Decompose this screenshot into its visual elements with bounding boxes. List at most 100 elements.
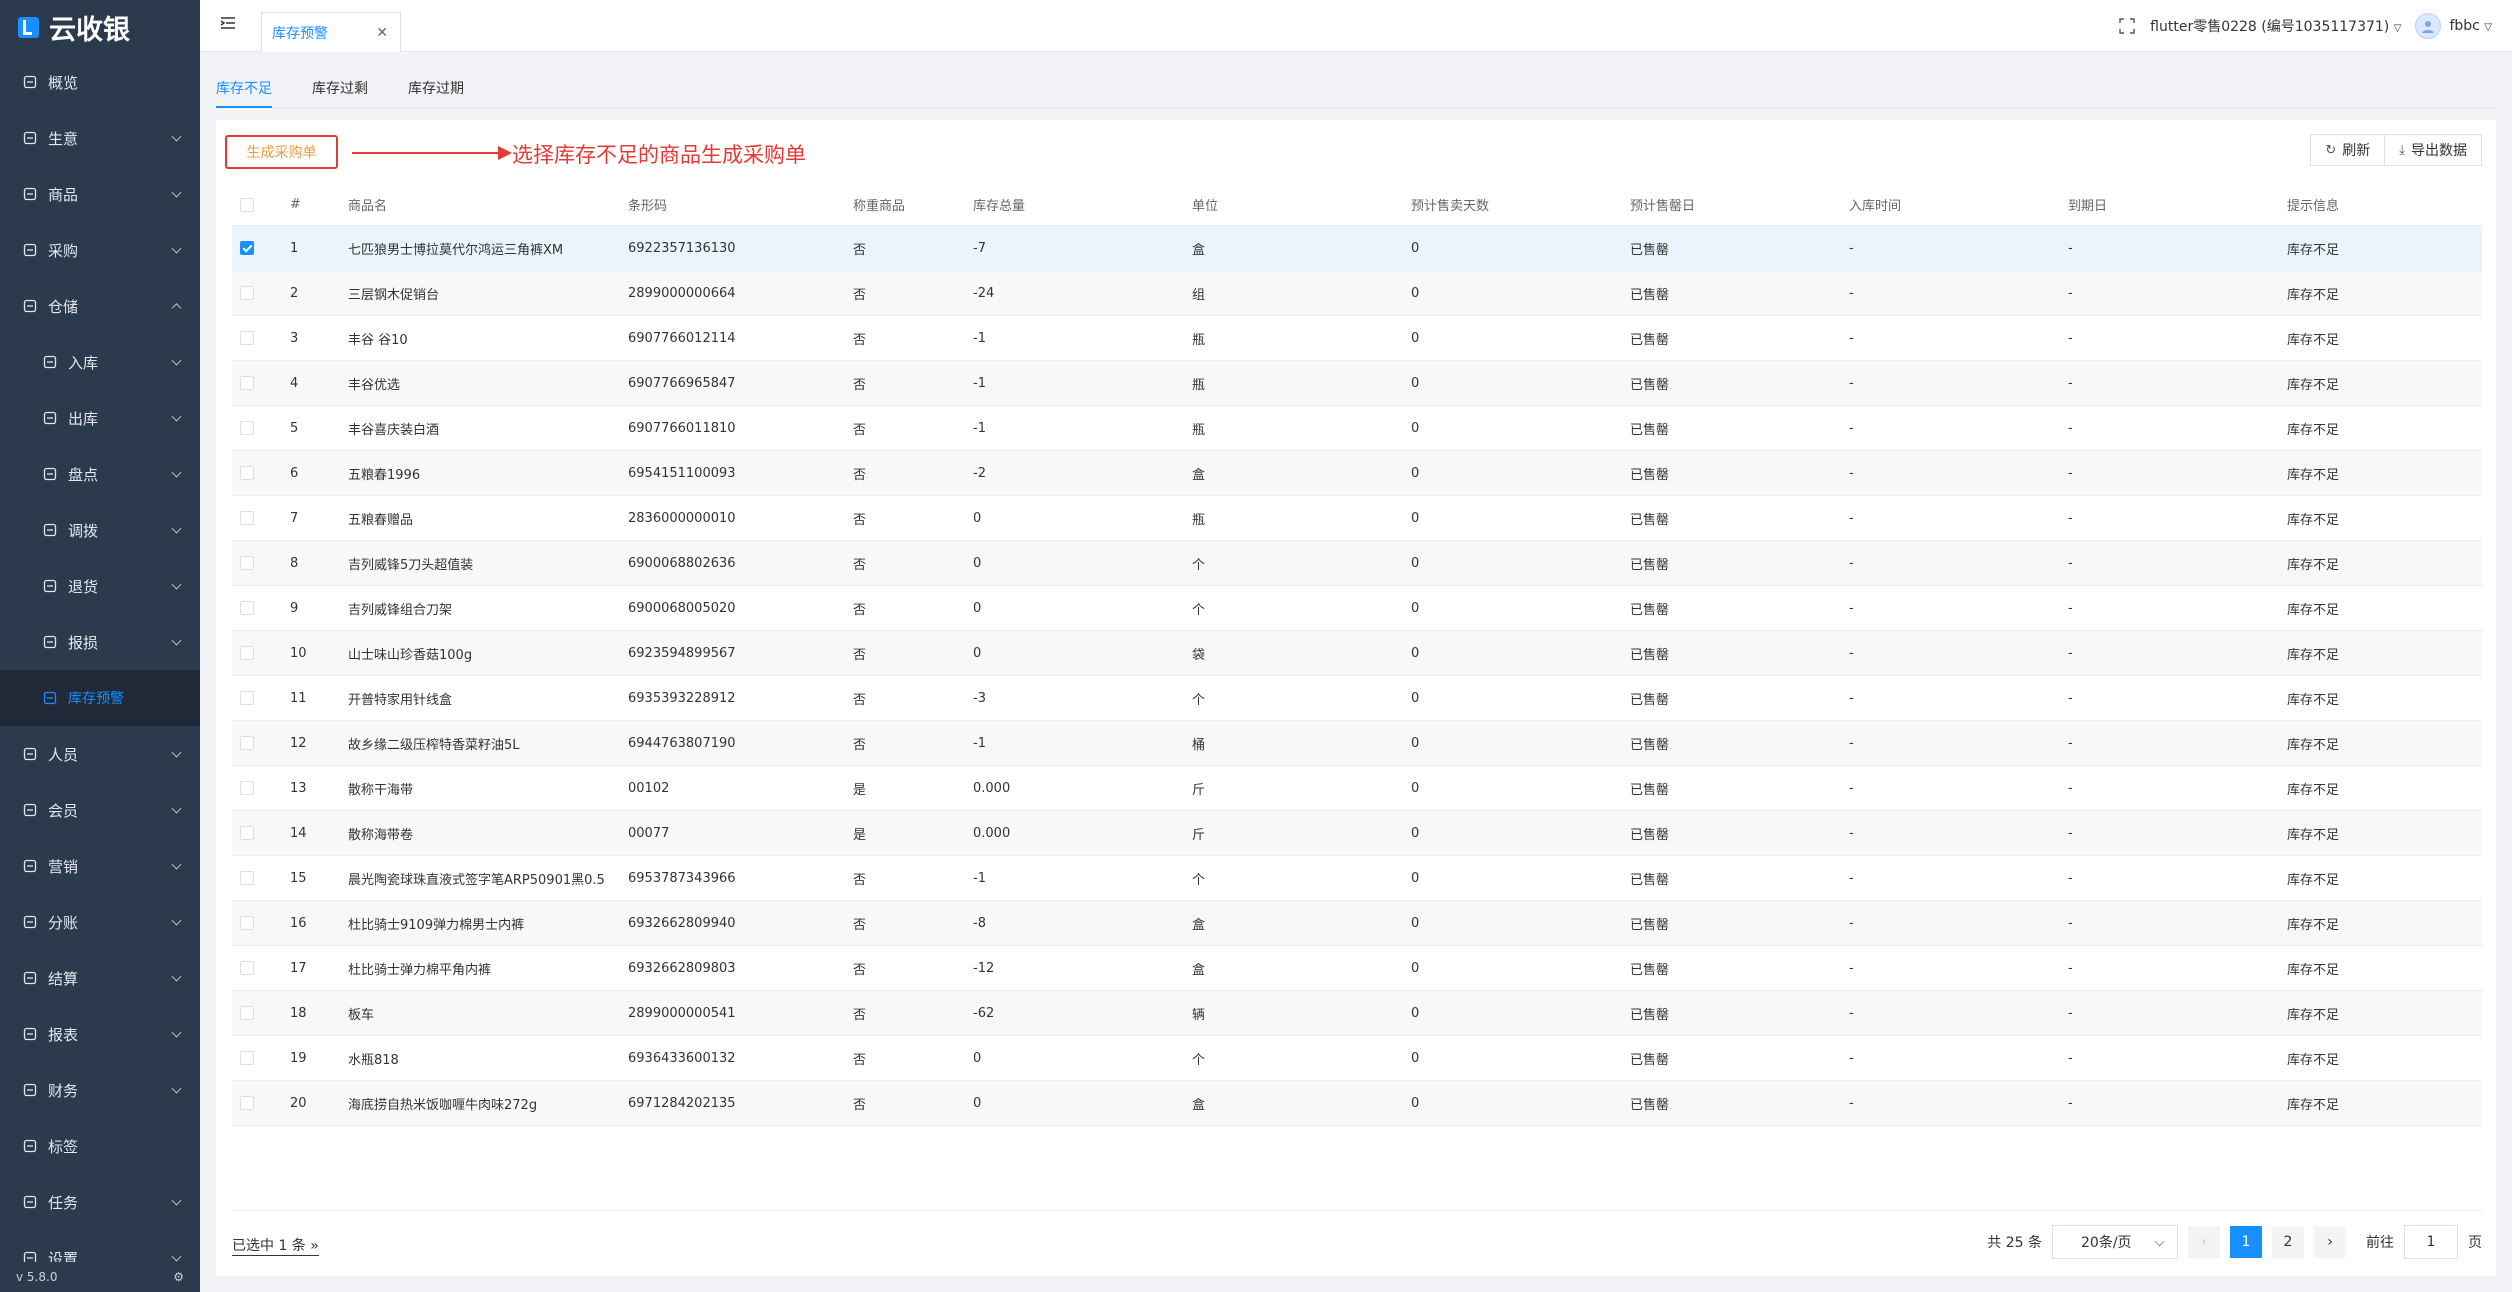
row-checkbox[interactable] (240, 916, 254, 930)
cell-weighed: 否 (853, 332, 867, 348)
table-row[interactable]: 20 海底捞自热米饭咖喱牛肉味272g 6971284202135 否 0 盒 0 已售罄 - -… (232, 1081, 2482, 1126)
selected-count[interactable]: 已选中 1 条 » (232, 1235, 319, 1256)
tab-expired[interactable]: 库存过期 (408, 81, 464, 97)
sidebar-item-20[interactable]: 任务 (0, 1174, 200, 1230)
sidebar-item-6[interactable]: 出库 (0, 390, 200, 446)
goto-label: 前往 (2366, 1235, 2394, 1251)
page-1-button[interactable]: 1 (2230, 1226, 2262, 1258)
sidebar-item-11[interactable]: 库存预警 (0, 670, 200, 726)
sidebar-item-9[interactable]: 退货 (0, 558, 200, 614)
table-row[interactable]: 6 五粮春1996 6954151100093 否 -2 盒 0 已售罄 - - 库存不足 (232, 451, 2482, 496)
row-checkbox[interactable] (240, 331, 254, 345)
sidebar-item-5[interactable]: 入库 (0, 334, 200, 390)
table-row[interactable]: 12 故乡缘二级压榨特香菜籽油5L 6944763807190 否 -1 桶 0 已售罄 - - 库… (232, 721, 2482, 766)
page-tab-label: 库存预警 (272, 26, 328, 42)
table-row[interactable]: 3 丰谷 谷10 6907766012114 否 -1 瓶 0 已售罄 - - 库存不足 (232, 316, 2482, 361)
table-row[interactable]: 9 吉列威锋组合刀架 6900068005020 否 0 个 0 已售罄 - - 库存不足 (232, 586, 2482, 631)
next-page-button[interactable]: › (2314, 1226, 2346, 1258)
page-2-button[interactable]: 2 (2272, 1226, 2304, 1258)
sidebar-item-8[interactable]: 调拨 (0, 502, 200, 558)
sidebar-item-13[interactable]: 会员 (0, 782, 200, 838)
cell-soldout: 已售罄 (1630, 827, 1670, 843)
sidebar-item-19[interactable]: 标签 (0, 1118, 200, 1174)
row-checkbox[interactable] (240, 466, 254, 480)
sidebar-item-15[interactable]: 分账 (0, 894, 200, 950)
sidebar-item-7[interactable]: 盘点 (0, 446, 200, 502)
table-row[interactable]: 2 三层钢木促销台 2899000000664 否 -24 组 0 已售罄 - - 库存不足 (232, 271, 2482, 316)
tab-understock[interactable]: 库存不足 (216, 64, 272, 108)
store-selector[interactable]: flutter零售0228 (编号1035117371) ▽ (2150, 16, 2401, 36)
sidebar-item-label: 调拨 (68, 521, 99, 540)
table-row[interactable]: 11 开普特家用针线盒 6935393228912 否 -3 个 0 已售罄 - - 库存不足 (232, 676, 2482, 721)
sidebar-item-10[interactable]: 报损 (0, 614, 200, 670)
sidebar-item-4[interactable]: 仓储 (0, 278, 200, 334)
row-checkbox[interactable] (240, 421, 254, 435)
table-row[interactable]: 17 杜比骑士弹力棉平角内裤 6932662809803 否 -12 盒 0 已售罄 - - 库存不… (232, 946, 2482, 991)
row-checkbox[interactable] (240, 511, 254, 525)
sidebar-item-18[interactable]: 财务 (0, 1062, 200, 1118)
app-logo[interactable]: 云收银 (0, 0, 200, 54)
row-checkbox[interactable] (240, 781, 254, 795)
cell-barcode: 6932662809803 (628, 960, 736, 976)
table-row[interactable]: 7 五粮春赠品 2836000000010 否 0 瓶 0 已售罄 - - 库存不足 (232, 496, 2482, 541)
avatar[interactable] (2415, 13, 2442, 39)
tab-overstock[interactable]: 库存过剩 (312, 81, 368, 97)
sidebar-item-17[interactable]: 报表 (0, 1006, 200, 1062)
table-row[interactable]: 5 丰谷喜庆装白酒 6907766011810 否 -1 瓶 0 已售罄 - - 库存不足 (232, 406, 2482, 451)
row-checkbox[interactable] (240, 1051, 254, 1065)
table-row[interactable]: 4 丰谷优选 6907766965847 否 -1 瓶 0 已售罄 - - 库存不足 (232, 361, 2482, 406)
cell-expiry: - (2068, 330, 2073, 346)
fullscreen-icon[interactable] (2118, 17, 2136, 35)
row-checkbox[interactable] (240, 556, 254, 570)
cell-expiry: - (2068, 960, 2073, 976)
sidebar-item-3[interactable]: 采购 (0, 222, 200, 278)
cell-expiry: - (2068, 645, 2073, 661)
table-row[interactable]: 15 晨光陶瓷球珠直液式签字笔ARP50901黑0.5 6953787343966 否… (232, 856, 2482, 901)
export-button[interactable]: ⤓ 导出数据 (2385, 134, 2482, 166)
cell-barcode: 6944763807190 (628, 735, 736, 751)
row-checkbox[interactable] (240, 601, 254, 615)
row-checkbox[interactable] (240, 961, 254, 975)
table-row[interactable]: 18 板车 2899000000541 否 -62 辆 0 已售罄 - - 库存不足 (232, 991, 2482, 1036)
close-icon[interactable]: ✕ (376, 25, 388, 41)
table-row[interactable]: 13 散称干海带 00102 是 0.000 斤 0 已售罄 - - 库存不足 (232, 766, 2482, 811)
page-size-select[interactable]: 20条/页 (2052, 1225, 2178, 1259)
table-row[interactable]: 14 散称海带卷 00077 是 0.000 斤 0 已售罄 - - 库存不足 (232, 811, 2482, 856)
header-index: # (290, 197, 301, 212)
sidebar-item-12[interactable]: 人员 (0, 726, 200, 782)
sidebar-item-1[interactable]: 生意 (0, 110, 200, 166)
page-tab-stock-alert[interactable]: 库存预警 ✕ (261, 12, 401, 52)
row-checkbox[interactable] (240, 1006, 254, 1020)
row-checkbox[interactable] (240, 871, 254, 885)
table-row[interactable]: 10 山士味山珍香菇100g 6923594899567 否 0 袋 0 已售罄 - - 库存不足 (232, 631, 2482, 676)
prev-page-button[interactable]: ‹ (2188, 1226, 2220, 1258)
row-checkbox[interactable] (240, 691, 254, 705)
goto-page-input[interactable]: 1 (2404, 1225, 2458, 1259)
row-checkbox[interactable] (240, 1096, 254, 1110)
chevron-down-icon (171, 355, 182, 366)
menu-toggle-icon[interactable] (220, 16, 236, 30)
sidebar-item-0[interactable]: 概览 (0, 54, 200, 110)
cell-quantity: -7 (973, 240, 986, 256)
sidebar-item-14[interactable]: 营销 (0, 838, 200, 894)
row-checkbox[interactable] (240, 646, 254, 660)
user-menu[interactable]: fbbc ▽ (2449, 18, 2492, 34)
refresh-button[interactable]: ↻ 刷新 (2310, 134, 2386, 166)
table-row[interactable]: 16 杜比骑士9109弹力棉男士内裤 6932662809940 否 -8 盒 0 已售罄 - -… (232, 901, 2482, 946)
gear-icon[interactable]: ⚙ (173, 1270, 184, 1284)
row-checkbox[interactable] (240, 286, 254, 300)
table-row[interactable]: 8 吉列威锋5刀头超值装 6900068802636 否 0 个 0 已售罄 - - 库存不足 (232, 541, 2482, 586)
sidebar-item-2[interactable]: 商品 (0, 166, 200, 222)
cell-quantity: -1 (973, 330, 986, 346)
header-unit: 单位 (1192, 199, 1219, 214)
row-checkbox[interactable] (240, 826, 254, 840)
row-checkbox[interactable] (240, 241, 254, 255)
table-row[interactable]: 19 水瓶818 6936433600132 否 0 个 0 已售罄 - - 库存不足 (232, 1036, 2482, 1081)
row-checkbox[interactable] (240, 376, 254, 390)
select-all-checkbox[interactable] (240, 197, 254, 212)
sidebar-item-16[interactable]: 结算 (0, 950, 200, 1006)
generate-purchase-order-button[interactable]: 生成采购单 (225, 135, 338, 169)
table-row[interactable]: 1 七匹狼男士博拉莫代尔鸿运三角裤XM 6922357136130 否 -7 盒 0 已售罄 -… (232, 226, 2482, 271)
cell-index: 7 (290, 510, 299, 526)
row-checkbox[interactable] (240, 736, 254, 750)
